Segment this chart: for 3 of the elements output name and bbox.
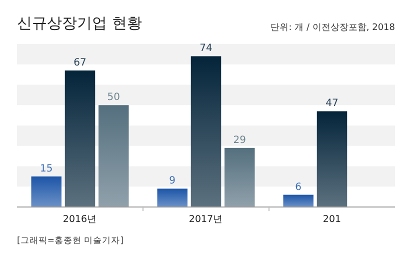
- subtitle: 단위: 개 / 이전상장포함, 2018: [270, 23, 395, 33]
- title: 신규상장기업 현황: [17, 14, 142, 32]
- annotation: [그래픽=홍종현 미술기자]: [17, 236, 124, 246]
